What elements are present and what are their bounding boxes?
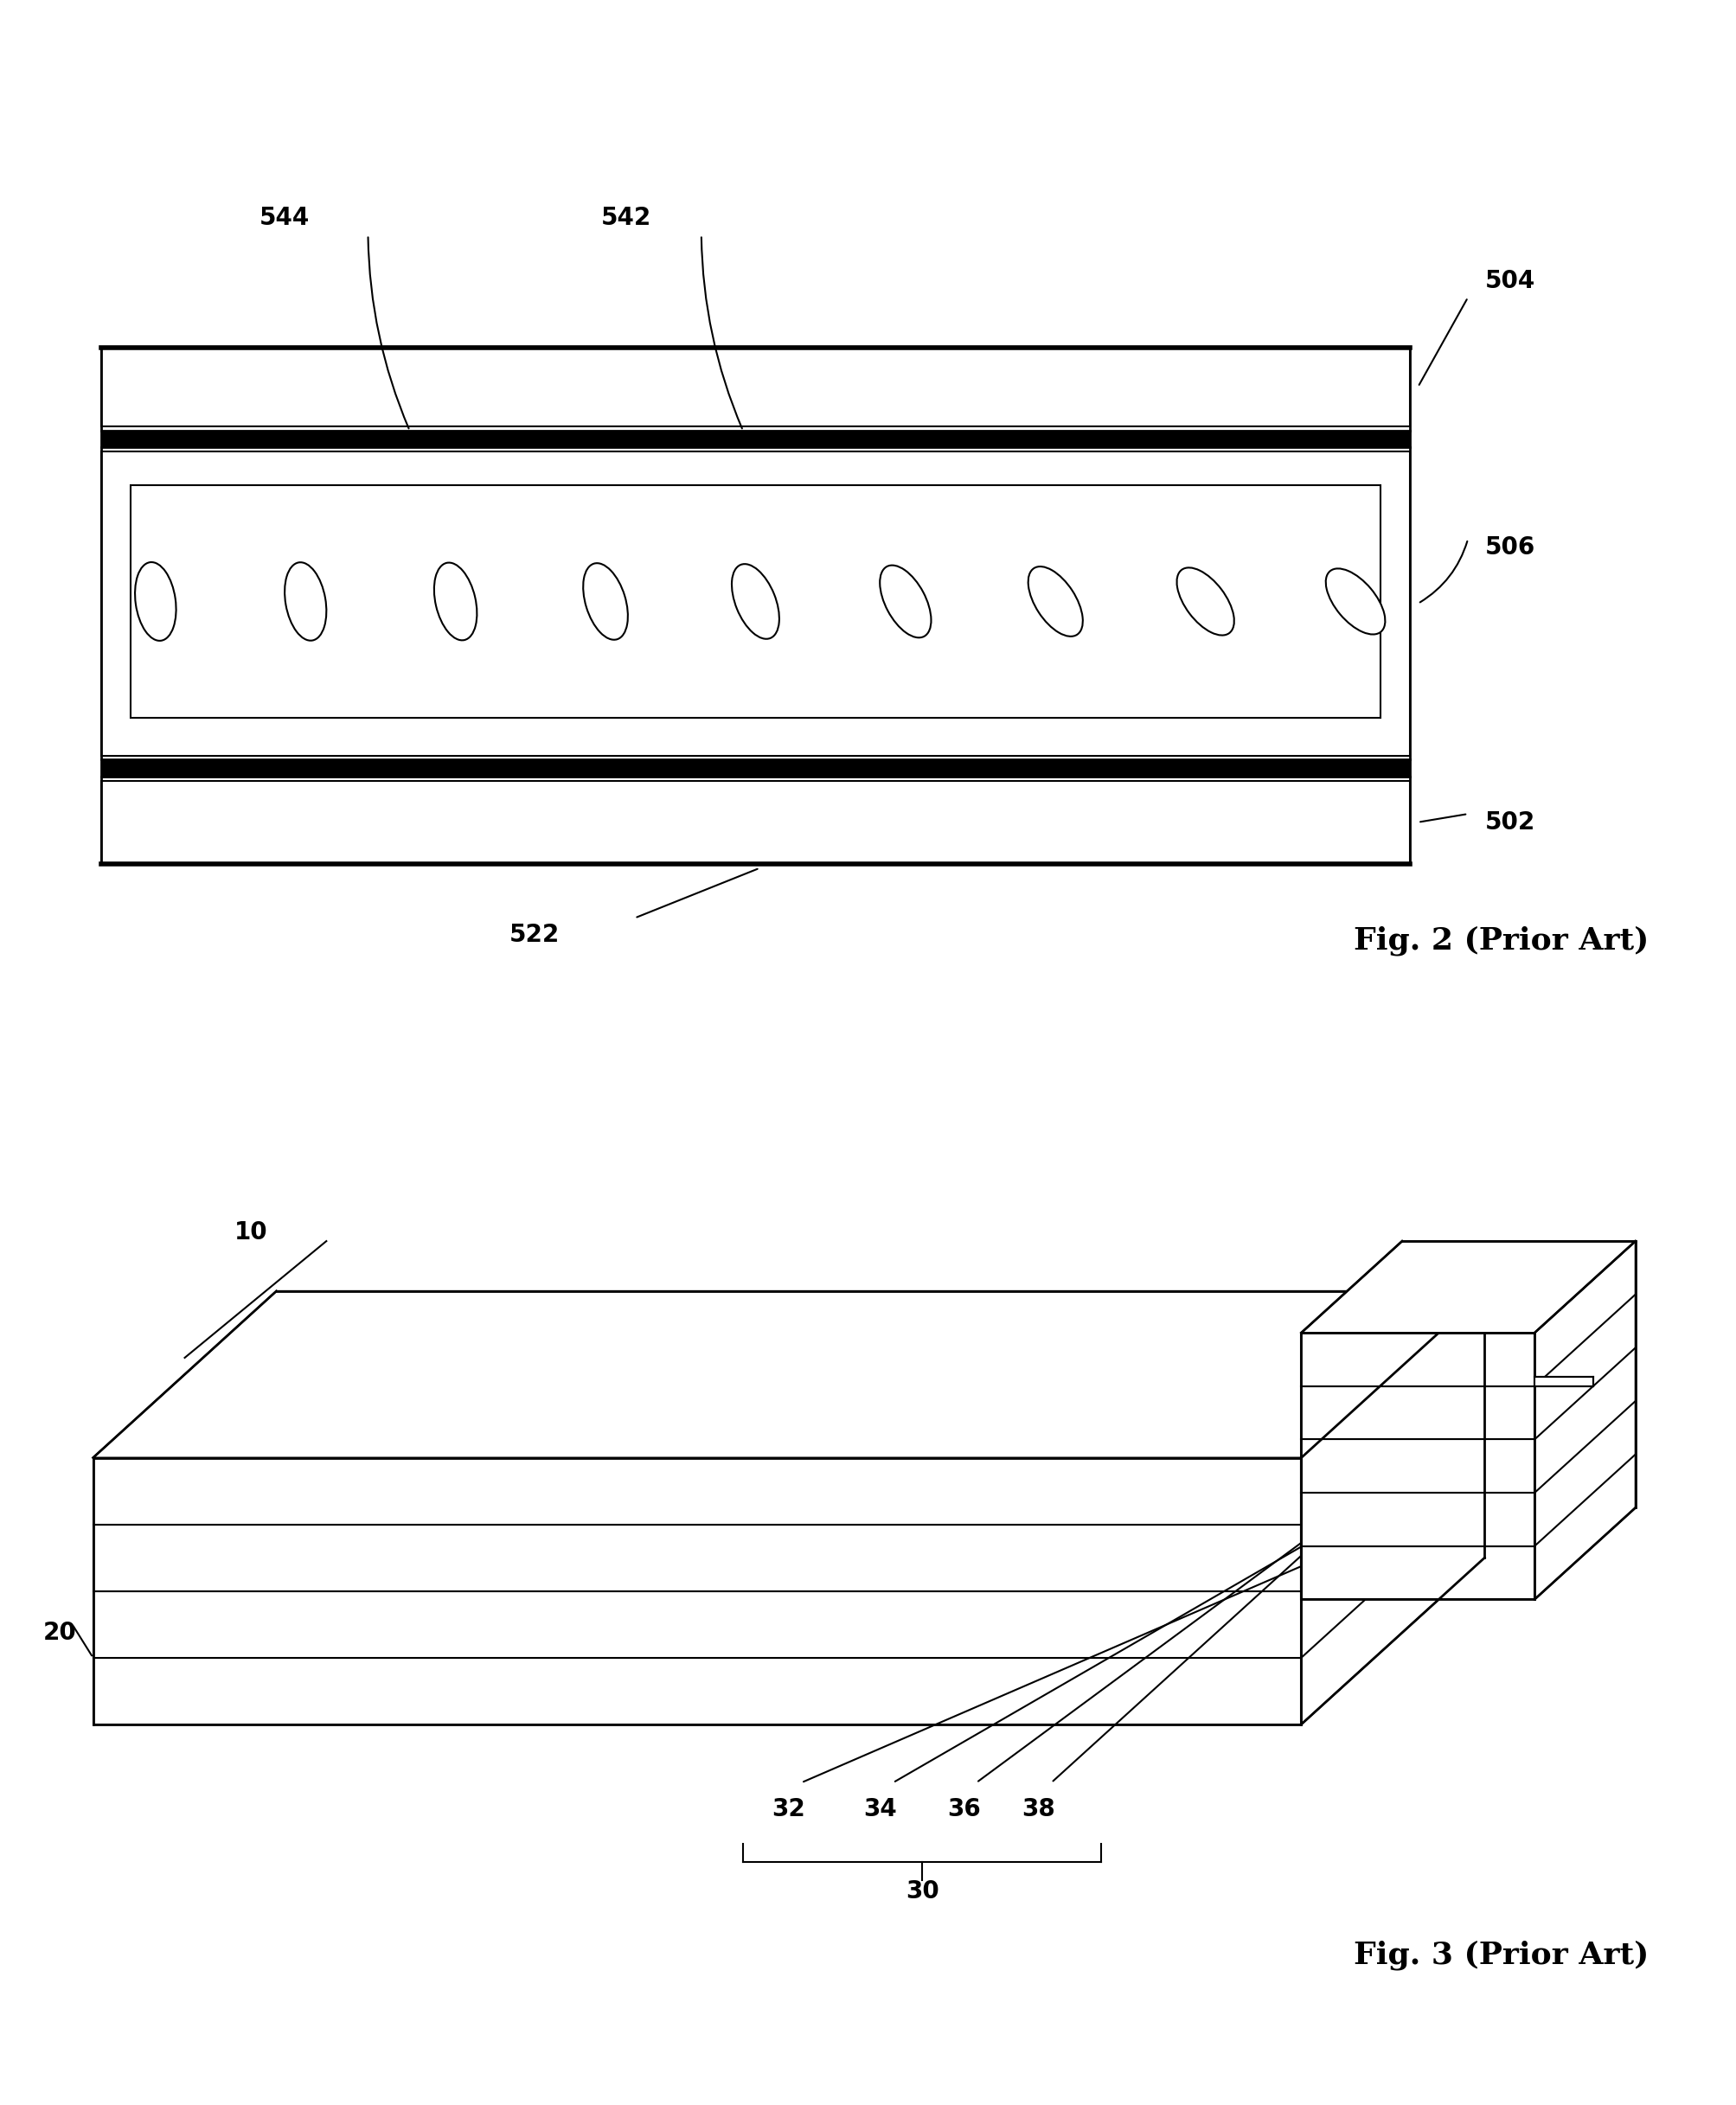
Text: 30: 30 xyxy=(906,1880,939,1903)
Bar xyxy=(94,1591,1302,1657)
Text: 504: 504 xyxy=(1484,269,1535,293)
Text: 522: 522 xyxy=(510,922,561,947)
Text: 34: 34 xyxy=(865,1798,898,1821)
Text: 38: 38 xyxy=(1023,1798,1055,1821)
Text: 544: 544 xyxy=(260,206,311,229)
Ellipse shape xyxy=(1326,568,1385,634)
Text: 20: 20 xyxy=(43,1621,76,1644)
Text: Fig. 2 (Prior Art): Fig. 2 (Prior Art) xyxy=(1354,926,1649,956)
Bar xyxy=(101,760,1410,777)
Bar xyxy=(1302,1332,1535,1385)
Ellipse shape xyxy=(1177,568,1234,636)
Ellipse shape xyxy=(880,566,930,638)
Polygon shape xyxy=(1302,1290,1484,1724)
Ellipse shape xyxy=(583,564,628,640)
Bar xyxy=(101,432,1410,448)
Bar xyxy=(94,1524,1302,1591)
Bar xyxy=(101,781,1410,863)
Text: 32: 32 xyxy=(773,1798,806,1821)
Polygon shape xyxy=(1302,1242,1635,1332)
Ellipse shape xyxy=(1028,566,1083,636)
Text: 10: 10 xyxy=(234,1221,267,1244)
Ellipse shape xyxy=(434,562,477,640)
Polygon shape xyxy=(94,1290,1484,1459)
Bar xyxy=(130,484,1380,718)
Polygon shape xyxy=(1535,1242,1635,1600)
Text: Fig. 3 (Prior Art): Fig. 3 (Prior Art) xyxy=(1354,1941,1649,1970)
Bar xyxy=(1302,1492,1535,1545)
Bar xyxy=(1302,1385,1535,1440)
Text: 36: 36 xyxy=(948,1798,981,1821)
Text: 506: 506 xyxy=(1484,535,1535,560)
Ellipse shape xyxy=(135,562,175,640)
Bar xyxy=(101,347,1410,427)
Bar xyxy=(94,1459,1302,1524)
Ellipse shape xyxy=(733,564,779,640)
Text: 502: 502 xyxy=(1484,810,1535,834)
Ellipse shape xyxy=(285,562,326,640)
Bar xyxy=(101,450,1410,756)
Bar xyxy=(94,1657,1302,1724)
Text: 542: 542 xyxy=(601,206,651,229)
Bar xyxy=(1302,1440,1535,1492)
Bar xyxy=(1535,1377,1594,1385)
Bar xyxy=(1302,1545,1535,1600)
